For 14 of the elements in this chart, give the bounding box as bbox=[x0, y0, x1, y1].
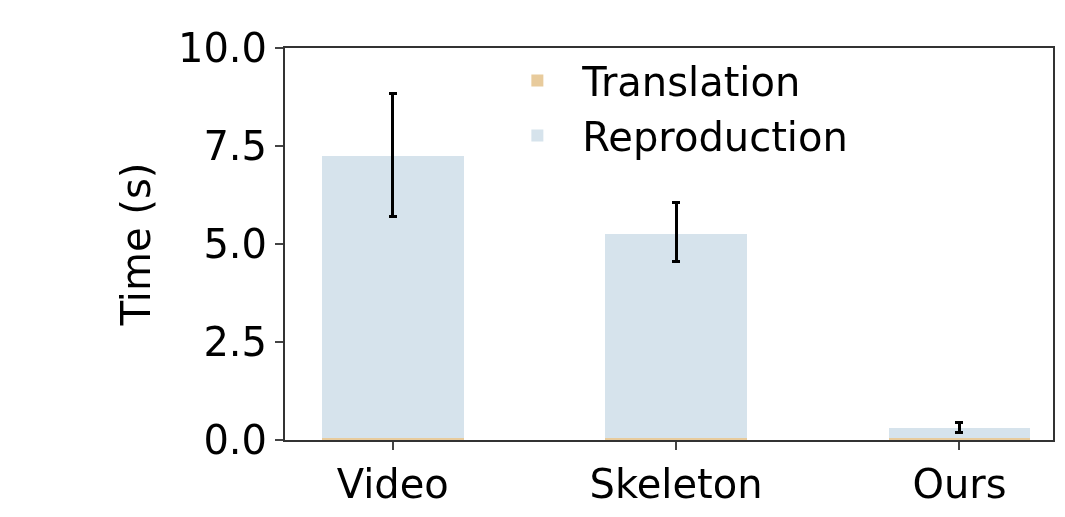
y-tick-label: 2.5 bbox=[203, 319, 267, 365]
x-tick-label: Video bbox=[336, 461, 449, 507]
bar bbox=[605, 234, 747, 438]
bar bbox=[889, 428, 1030, 438]
y-tick-label: 0.0 bbox=[203, 417, 267, 463]
y-axis-title: Time (s) bbox=[112, 162, 159, 327]
legend-label: Translation bbox=[581, 59, 801, 106]
x-tick-label: Ours bbox=[912, 461, 1007, 507]
legend-label: Reproduction bbox=[582, 114, 848, 161]
y-tick-label: 5.0 bbox=[203, 221, 267, 267]
x-tick-label: Skeleton bbox=[589, 461, 763, 507]
bar bbox=[322, 156, 464, 438]
y-tick-label: 7.5 bbox=[203, 123, 267, 169]
y-tick-label: 10.0 bbox=[177, 25, 267, 71]
